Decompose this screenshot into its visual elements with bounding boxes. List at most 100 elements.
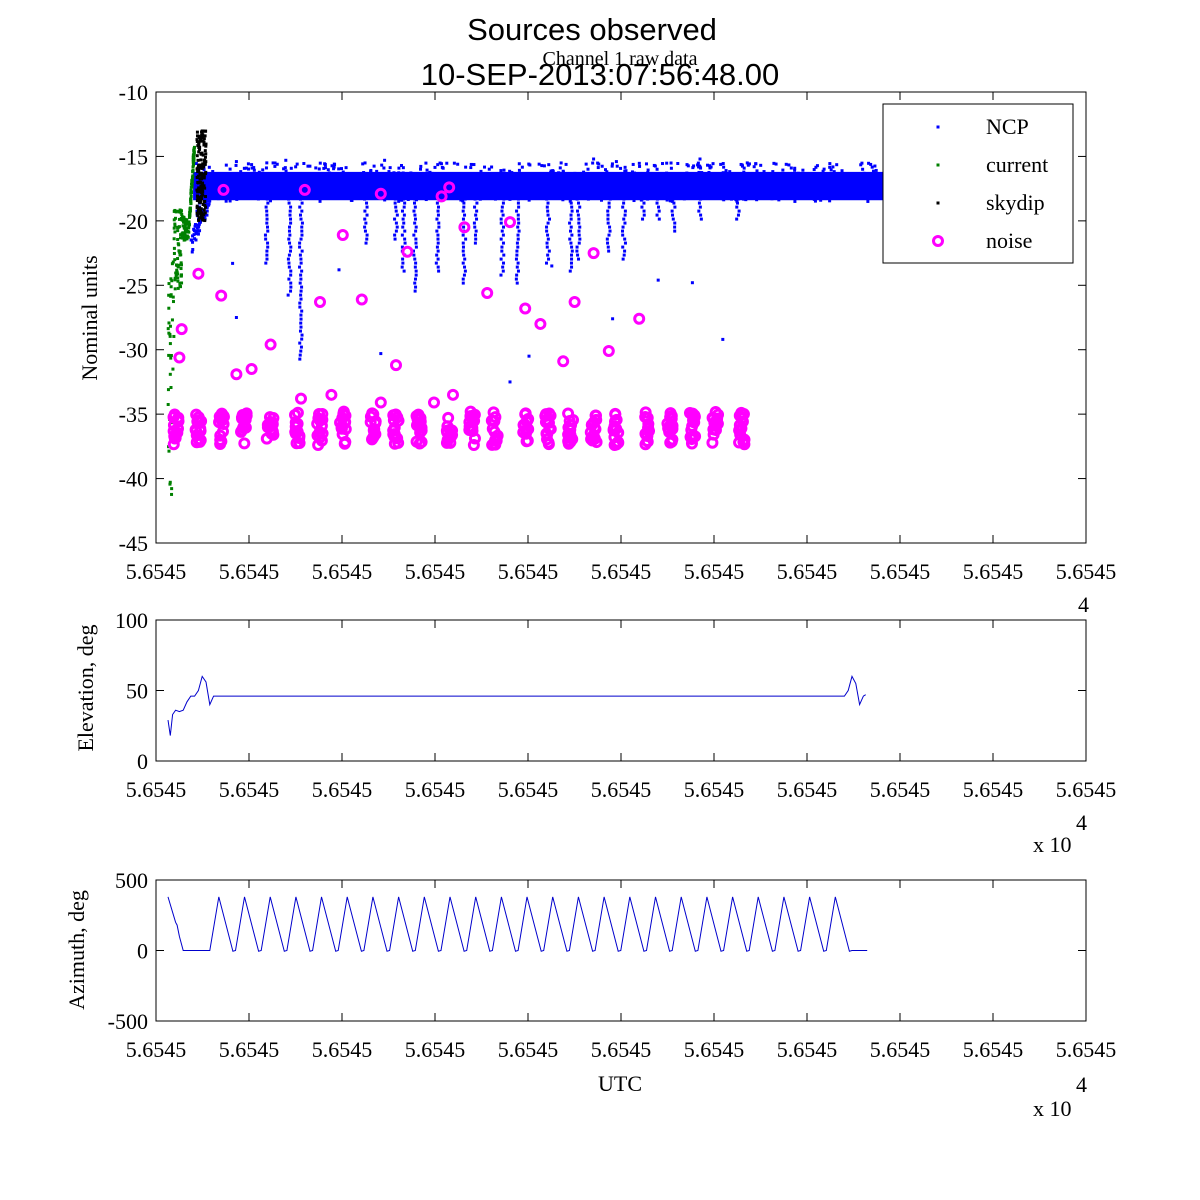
ncp-point <box>736 197 740 201</box>
ncp-point <box>836 180 840 184</box>
ncp-point <box>802 180 806 184</box>
ncp-point <box>377 174 381 178</box>
ncp-point <box>576 213 580 217</box>
ncp-point <box>874 168 878 172</box>
ncp-point <box>640 197 644 201</box>
ncp-point <box>264 166 268 170</box>
ncp-point <box>530 195 534 199</box>
ncp-point <box>709 165 713 169</box>
figure-title: Sources observed <box>467 12 717 47</box>
ncp-point <box>393 233 397 237</box>
ncp-point <box>265 213 269 217</box>
ncp-point <box>612 182 616 186</box>
current-point <box>176 265 180 269</box>
ncp-point <box>840 169 844 173</box>
ncp-point <box>363 197 367 201</box>
ncp-point <box>754 184 758 188</box>
noise-point <box>504 216 516 229</box>
ncp-point <box>545 241 549 245</box>
ncp-point <box>412 233 416 237</box>
ncp-point <box>668 179 672 183</box>
x-tick-label: 5.6545 <box>405 777 466 802</box>
ncp-point <box>265 193 269 197</box>
ncp-point <box>298 353 302 357</box>
ncp-point <box>831 165 835 169</box>
ncp-point <box>515 281 519 285</box>
current-point <box>177 249 181 253</box>
ncp-point <box>596 161 600 165</box>
ncp-point <box>289 281 293 285</box>
skydip-point <box>196 158 200 162</box>
noise-point <box>467 438 480 451</box>
ncp-point <box>289 285 293 289</box>
ncp-point <box>244 166 248 170</box>
ncp-point <box>473 205 477 209</box>
current-point <box>187 230 191 234</box>
noise-point <box>602 345 615 358</box>
ncp-point <box>501 265 505 269</box>
ncp-point <box>537 162 541 166</box>
ncp-point <box>300 269 304 273</box>
noise-point <box>355 293 368 306</box>
ncp-point <box>298 241 302 245</box>
noise-point <box>534 317 547 330</box>
noise-point <box>215 414 228 427</box>
ncp-point <box>347 176 351 180</box>
ncp-point <box>690 281 694 285</box>
ncp-point <box>512 186 516 190</box>
ncp-point <box>363 225 367 229</box>
ncp-point <box>298 305 302 309</box>
ncp-point <box>321 188 325 192</box>
skydip-point <box>202 165 206 169</box>
ncp-point <box>793 166 797 170</box>
ncp-point <box>224 163 228 167</box>
ncp-point <box>314 166 318 170</box>
ncp-point <box>463 174 467 178</box>
ncp-point <box>515 253 519 257</box>
ncp-point <box>672 193 676 197</box>
noise-point <box>542 416 555 429</box>
ncp-point <box>400 265 404 269</box>
ncp-point <box>326 168 330 172</box>
current-point <box>174 271 178 275</box>
ncp-point <box>615 164 619 168</box>
noise-point <box>389 408 402 421</box>
x-tick-label: 5.6545 <box>312 1037 373 1062</box>
ncp-point <box>570 253 574 257</box>
ncp-point <box>499 169 503 173</box>
noise-point <box>428 396 440 409</box>
ncp-point <box>273 164 277 168</box>
ncp-point <box>318 161 322 165</box>
ncp-point <box>607 193 611 197</box>
ncp-point <box>623 165 627 169</box>
ncp-point <box>323 166 327 170</box>
ncp-point <box>639 173 643 177</box>
ncp-point <box>762 172 766 176</box>
ncp-point <box>540 164 544 168</box>
ncp-point <box>547 193 551 197</box>
raw-data-plot: 5.6545 5.6545 5.6545 5.6545 5.6545 5.6545 5.65… <box>77 80 1116 584</box>
current-point <box>167 449 171 453</box>
ncp-point <box>509 177 513 181</box>
ncp-point <box>350 197 354 201</box>
ncp-point <box>636 182 640 186</box>
ncp-point <box>575 197 579 201</box>
ncp-point <box>428 176 432 180</box>
noise-point <box>481 287 494 300</box>
ncp-point <box>657 209 661 213</box>
ncp-point <box>211 174 215 178</box>
ncp-point <box>265 217 269 221</box>
ncp-point <box>735 179 739 183</box>
ncp-point <box>829 179 833 183</box>
azimuth-x-exponent: x 10 <box>1033 1096 1072 1121</box>
ncp-point <box>807 191 811 195</box>
ncp-point <box>515 273 519 277</box>
ncp-point <box>623 209 627 213</box>
ncp-point <box>550 264 554 268</box>
ncp-point <box>300 233 304 237</box>
ncp-point <box>412 172 416 176</box>
ncp-point <box>621 189 625 193</box>
ncp-point <box>632 175 636 179</box>
ncp-point <box>400 245 404 249</box>
ncp-point <box>607 233 611 237</box>
